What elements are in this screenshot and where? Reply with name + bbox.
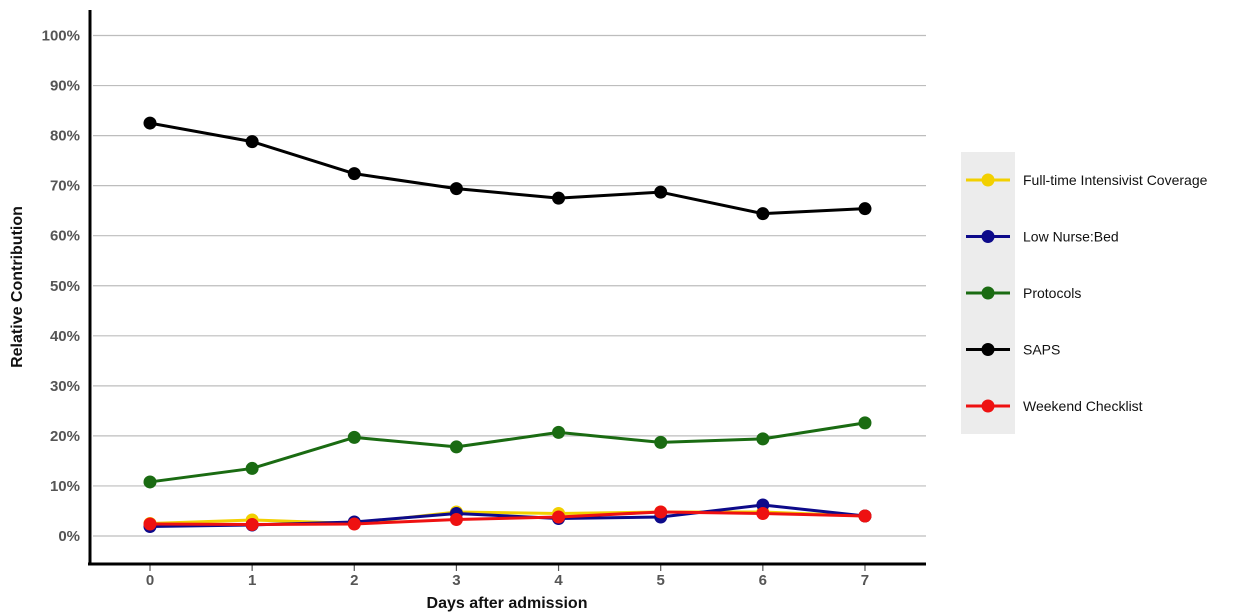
legend-marker [981, 230, 995, 243]
data-point [552, 510, 566, 524]
legend-item: Low Nurse:Bed [966, 229, 1119, 245]
data-point [756, 506, 770, 520]
data-point [756, 432, 770, 446]
legend-label: Protocols [1023, 285, 1081, 301]
y-tick-label: 70% [50, 178, 80, 195]
data-point [552, 425, 566, 439]
data-point [858, 509, 872, 523]
legend-label: SAPS [1023, 342, 1060, 358]
series-weekend-checklist [143, 505, 872, 531]
y-tick-label: 90% [50, 78, 80, 95]
y-tick-label: 0% [58, 528, 80, 545]
x-tick-label: 2 [350, 572, 358, 589]
legend: Full-time Intensivist Coverage Low Nurse:… [961, 152, 1208, 434]
legend-marker [981, 399, 995, 413]
legend-item: Protocols [966, 285, 1081, 301]
x-tick-label: 1 [248, 572, 256, 589]
legend-label: Full-time Intensivist Coverage [1023, 172, 1208, 188]
x-axis-tick-labels: 0 1 2 3 4 5 6 7 [146, 565, 869, 589]
series-line-saps [149, 121, 866, 216]
data-point [654, 185, 668, 199]
series-protocols [143, 416, 872, 489]
x-tick-label: 0 [146, 572, 154, 589]
series-lines [143, 116, 872, 533]
y-tick-label: 10% [50, 478, 80, 495]
legend-marker [981, 343, 995, 356]
data-point [143, 475, 157, 489]
y-tick-label: 30% [50, 378, 80, 395]
data-point [449, 512, 463, 526]
gridlines [93, 34, 926, 537]
data-point [143, 517, 157, 531]
series-line-weekend-checklist [149, 510, 866, 526]
x-tick-label: 3 [452, 572, 460, 589]
data-point [858, 416, 872, 430]
legend-item: Full-time Intensivist Coverage [966, 172, 1208, 188]
series-line-protocols [149, 421, 866, 484]
x-tick-label: 5 [657, 572, 665, 589]
data-point [245, 517, 259, 531]
data-point [245, 135, 259, 149]
data-point [347, 167, 361, 181]
data-point [245, 461, 259, 475]
legend-marker [981, 173, 995, 187]
data-point [449, 440, 463, 454]
y-tick-label: 100% [42, 28, 80, 45]
data-point [143, 116, 157, 130]
series-saps [143, 116, 872, 221]
y-tick-label: 40% [50, 328, 80, 345]
x-tick-label: 7 [861, 572, 869, 589]
legend-marker [981, 286, 995, 300]
legend-item: Weekend Checklist [966, 398, 1143, 414]
data-point [756, 207, 770, 221]
y-axis-title: Relative Contribution [9, 206, 26, 368]
data-point [654, 435, 668, 449]
data-point [347, 430, 361, 444]
legend-label: Weekend Checklist [1023, 398, 1143, 414]
data-point [858, 202, 872, 216]
x-tick-label: 6 [759, 572, 767, 589]
data-point [552, 191, 566, 205]
x-tick-label: 4 [554, 572, 563, 589]
y-axis-tick-labels: 0% 10% 20% 30% 40% 50% 60% 70% 80% 90% 100% [42, 28, 80, 546]
data-point [654, 505, 668, 519]
legend-item: SAPS [966, 342, 1060, 358]
y-tick-label: 80% [50, 128, 80, 145]
legend-label: Low Nurse:Bed [1023, 229, 1119, 245]
data-point [449, 182, 463, 196]
y-tick-label: 60% [50, 228, 80, 245]
data-point [347, 517, 361, 531]
y-tick-label: 20% [50, 428, 80, 445]
y-tick-label: 50% [50, 278, 80, 295]
x-axis-title: Days after admission [427, 595, 588, 612]
